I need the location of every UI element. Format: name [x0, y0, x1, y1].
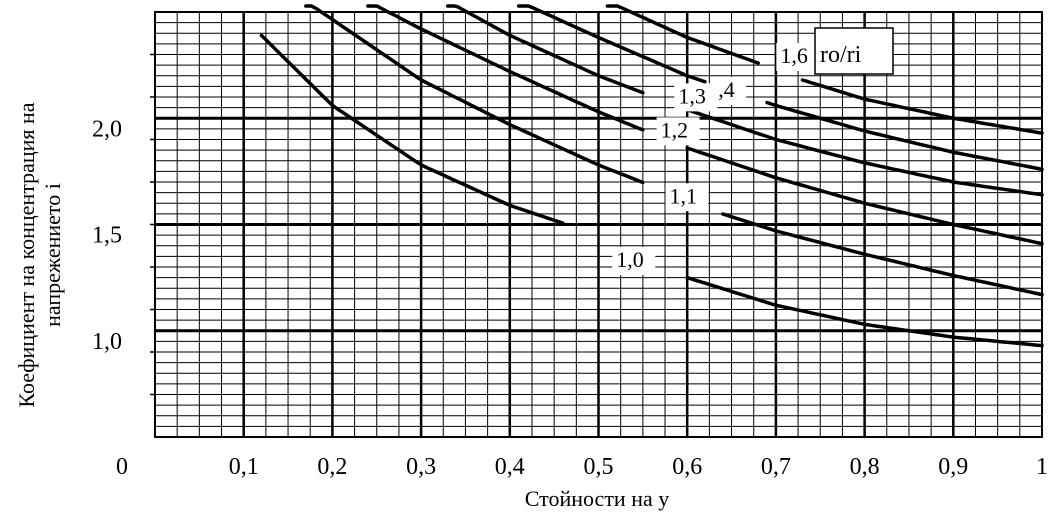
curve-label: 1,3: [678, 83, 706, 108]
x-tick-label: 0,5: [584, 454, 614, 480]
y-tick-label: 2,0: [92, 116, 122, 142]
x-tick-label: 1: [1036, 454, 1048, 480]
y-tick-label: 1,5: [92, 223, 122, 249]
x-axis-label: Стойности на y: [525, 486, 670, 511]
x-tick-label: 0: [116, 454, 128, 480]
curve-label: 1,2: [661, 117, 689, 142]
curve-1-3: [448, 6, 643, 93]
x-tick-label: 0,9: [938, 454, 968, 480]
curve-label: 1,6: [780, 43, 808, 68]
curve-label: 1,1: [669, 183, 697, 208]
curve-label: 1,0: [616, 247, 644, 272]
y-tick-labels: 1,0 1,5 2,0: [92, 55, 155, 395]
x-tick-label: 0,1: [229, 454, 259, 480]
y-tick-label: 1,0: [92, 329, 122, 355]
curve-1-2: [368, 6, 643, 130]
curve-label: ,4: [718, 77, 735, 102]
x-tick-label: 0,3: [406, 454, 436, 480]
x-tick-label: 0,6: [672, 454, 702, 480]
x-tick-label: 0,4: [495, 454, 525, 480]
x-tick-label: 0,2: [317, 454, 347, 480]
legend-title: ro/ri: [820, 42, 862, 68]
curves: [261, 6, 1042, 346]
curve-1-1: [306, 6, 643, 183]
x-tick-label: 0,8: [850, 454, 880, 480]
curve-1-1: [723, 214, 1042, 295]
legend: ro/ri: [815, 28, 893, 74]
x-tick-label: 0,7: [761, 454, 791, 480]
y-axis-label-line2: напрежението i: [40, 183, 65, 327]
curve-1-4: [767, 103, 1042, 170]
y-axis-label-line1: Коефициент на концентрация на: [14, 102, 39, 407]
x-tick-labels: 0 0,1 0,2 0,3 0,4 0,5 0,6 0,7 0,8 0,9 1: [116, 454, 1048, 480]
